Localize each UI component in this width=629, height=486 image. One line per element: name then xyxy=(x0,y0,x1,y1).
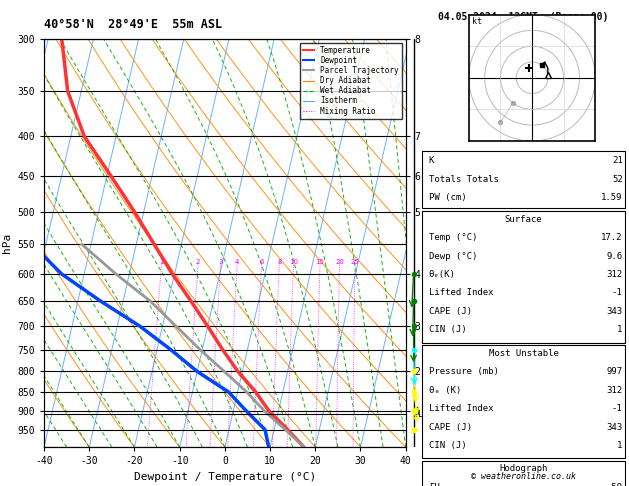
Text: 2: 2 xyxy=(196,259,201,265)
Text: θₑ(K): θₑ(K) xyxy=(429,270,455,279)
Text: Lifted Index: Lifted Index xyxy=(429,404,493,413)
Text: Most Unstable: Most Unstable xyxy=(489,349,559,358)
Text: K: K xyxy=(429,156,434,165)
Text: EH: EH xyxy=(429,483,440,486)
Text: 17.2: 17.2 xyxy=(601,233,623,242)
Text: 25: 25 xyxy=(350,259,359,265)
Text: 1LCL: 1LCL xyxy=(413,410,433,419)
Text: 1: 1 xyxy=(159,259,164,265)
X-axis label: Dewpoint / Temperature (°C): Dewpoint / Temperature (°C) xyxy=(134,472,316,482)
Text: -1: -1 xyxy=(612,289,623,297)
Text: Pressure (mb): Pressure (mb) xyxy=(429,367,499,376)
Text: CIN (J): CIN (J) xyxy=(429,326,467,334)
Text: © weatheronline.co.uk: © weatheronline.co.uk xyxy=(471,472,576,481)
Bar xyxy=(423,151,625,208)
Text: 1: 1 xyxy=(617,326,623,334)
Text: 343: 343 xyxy=(606,307,623,316)
Text: Temp (°C): Temp (°C) xyxy=(429,233,477,242)
Legend: Temperature, Dewpoint, Parcel Trajectory, Dry Adiabat, Wet Adiabat, Isotherm, Mi: Temperature, Dewpoint, Parcel Trajectory… xyxy=(299,43,402,119)
Text: 1.59: 1.59 xyxy=(601,193,623,202)
Text: 4: 4 xyxy=(235,259,240,265)
Text: 312: 312 xyxy=(606,386,623,395)
Text: Lifted Index: Lifted Index xyxy=(429,289,493,297)
Text: 52: 52 xyxy=(612,174,623,184)
Text: CAPE (J): CAPE (J) xyxy=(429,307,472,316)
Y-axis label: km
ASL: km ASL xyxy=(428,232,446,254)
Text: 997: 997 xyxy=(606,367,623,376)
Text: 9.6: 9.6 xyxy=(606,252,623,260)
Text: 1: 1 xyxy=(617,441,623,450)
Text: Mixing Ratio (g/kg): Mixing Ratio (g/kg) xyxy=(492,244,501,340)
Text: 04.05.2024  12GMT  (Base: 00): 04.05.2024 12GMT (Base: 00) xyxy=(438,12,609,22)
Text: 343: 343 xyxy=(606,423,623,432)
Text: 15: 15 xyxy=(316,259,325,265)
Text: 40°58'N  28°49'E  55m ASL: 40°58'N 28°49'E 55m ASL xyxy=(44,17,222,31)
Text: θₑ (K): θₑ (K) xyxy=(429,386,461,395)
Text: Hodograph: Hodograph xyxy=(499,465,548,473)
Text: CIN (J): CIN (J) xyxy=(429,441,467,450)
Text: 21: 21 xyxy=(612,156,623,165)
Text: Surface: Surface xyxy=(505,215,542,224)
Text: Totals Totals: Totals Totals xyxy=(429,174,499,184)
Text: PW (cm): PW (cm) xyxy=(429,193,467,202)
Bar xyxy=(423,461,625,486)
Text: 20: 20 xyxy=(335,259,344,265)
Text: Dewp (°C): Dewp (°C) xyxy=(429,252,477,260)
Text: 10: 10 xyxy=(289,259,298,265)
Bar xyxy=(423,211,625,343)
Y-axis label: hPa: hPa xyxy=(2,233,12,253)
Text: 8: 8 xyxy=(277,259,282,265)
Text: 6: 6 xyxy=(259,259,264,265)
Text: 3: 3 xyxy=(218,259,223,265)
Text: -59: -59 xyxy=(606,483,623,486)
Text: 312: 312 xyxy=(606,270,623,279)
Text: -1: -1 xyxy=(612,404,623,413)
Bar xyxy=(423,345,625,458)
Text: CAPE (J): CAPE (J) xyxy=(429,423,472,432)
